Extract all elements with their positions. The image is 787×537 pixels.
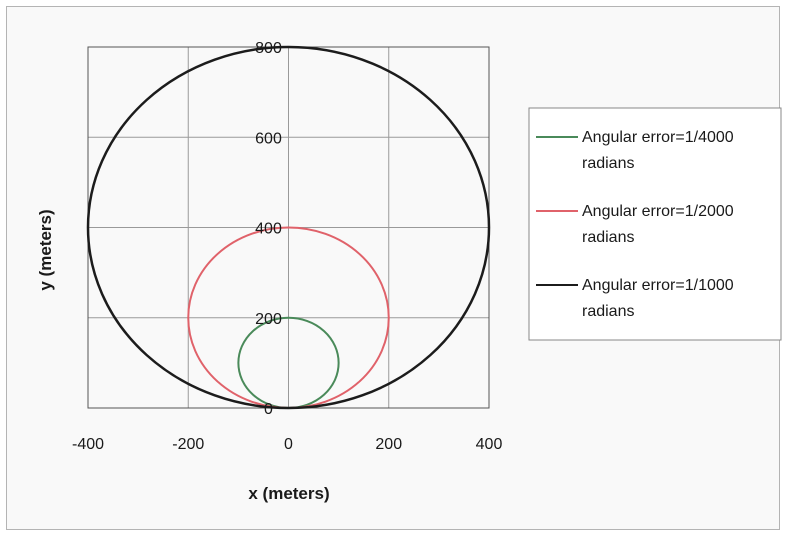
y-tick-label-2: 400 bbox=[255, 221, 282, 238]
y-tick-labels: 0 200 400 600 800 bbox=[255, 40, 282, 418]
x-tick-label-0: -400 bbox=[72, 436, 104, 453]
x-tick-label-4: 400 bbox=[476, 436, 503, 453]
x-tick-label-3: 200 bbox=[375, 436, 402, 453]
x-tick-label-2: 0 bbox=[284, 436, 293, 453]
x-tick-label-1: -200 bbox=[172, 436, 204, 453]
y-tick-label-3: 600 bbox=[255, 130, 282, 147]
x-tick-labels: -400 -200 0 200 400 bbox=[72, 436, 502, 453]
legend: Angular error=1/4000 radians Angular error… bbox=[528, 107, 782, 341]
series-line-3 bbox=[86, 45, 491, 410]
legend-label-3: Angular error=1/1000 radians bbox=[582, 277, 734, 320]
legend-box bbox=[528, 107, 782, 341]
legend-label-1: Angular error=1/4000 radians bbox=[582, 129, 734, 172]
y-tick-label-0: 0 bbox=[264, 401, 273, 418]
y-tick-label-4: 800 bbox=[255, 40, 282, 57]
series-layer bbox=[86, 45, 491, 410]
legend-label-2: Angular error=1/2000 radians bbox=[582, 203, 734, 246]
y-axis-title: y (meters) bbox=[36, 209, 55, 290]
x-axis-title: x (meters) bbox=[248, 484, 329, 503]
y-tick-label-1: 200 bbox=[255, 311, 282, 328]
